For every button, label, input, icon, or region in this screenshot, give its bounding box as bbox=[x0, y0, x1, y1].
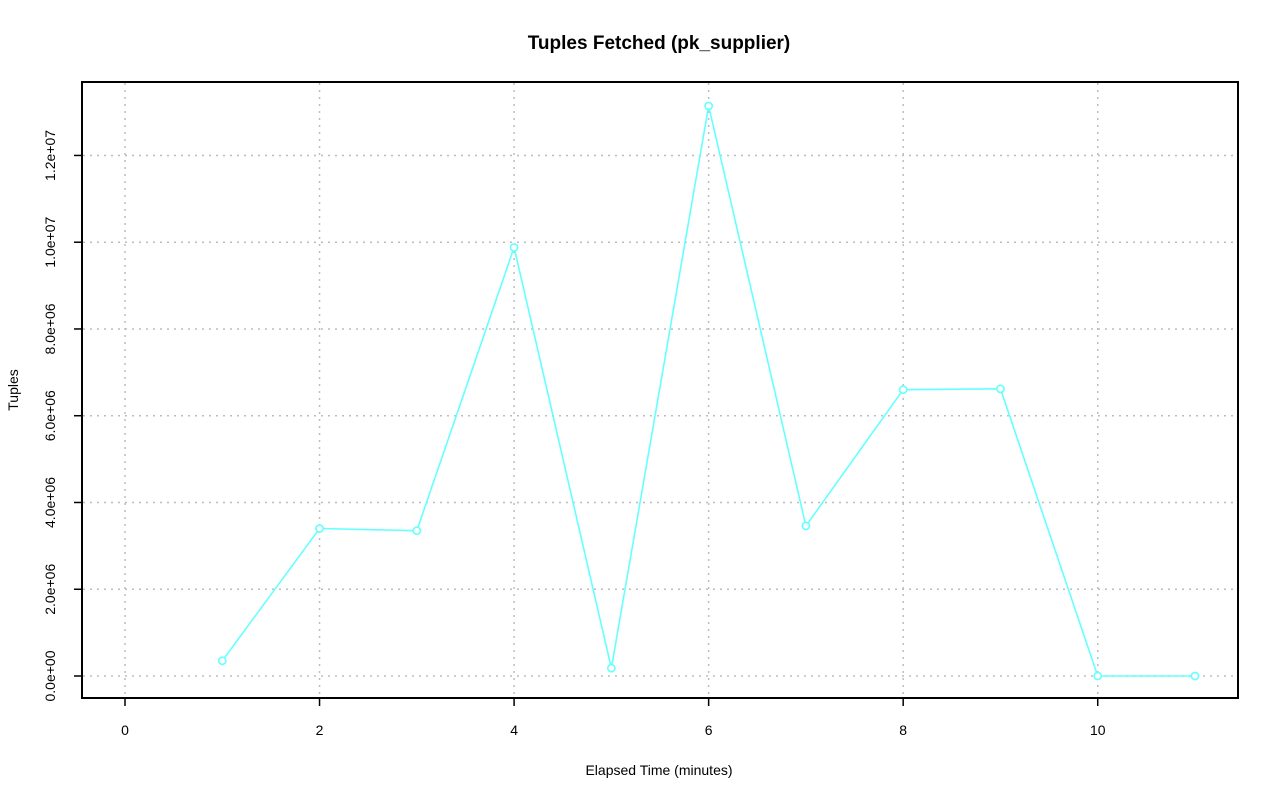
y-axis: 0.0e+00 2.0e+06 4.0e+06 6.0e+06 8.0e+06 1.0e+… bbox=[42, 130, 82, 702]
data-point bbox=[315, 524, 324, 533]
x-tick-label-2: 4 bbox=[510, 722, 518, 738]
y-tick-label-6: 1.2e+07 bbox=[42, 130, 58, 181]
x-tick-label-4: 8 bbox=[899, 722, 907, 738]
y-tick-label-1: 2.0e+06 bbox=[42, 564, 58, 615]
x-axis: 0 2 4 6 8 10 bbox=[121, 698, 1106, 738]
data-point bbox=[996, 384, 1005, 394]
data-point bbox=[1190, 671, 1200, 681]
y-axis-label: Tuples bbox=[5, 369, 21, 411]
plot-frame bbox=[81, 81, 1239, 699]
data-point bbox=[606, 663, 616, 673]
data-point bbox=[1093, 671, 1103, 681]
x-tick-label-1: 2 bbox=[316, 722, 324, 738]
x-tick-label-5: 10 bbox=[1090, 722, 1106, 738]
y-tick-label-5: 1.0e+07 bbox=[42, 217, 58, 268]
y-tick-label-2: 4.0e+06 bbox=[42, 477, 58, 528]
y-tick-label-0: 0.0e+00 bbox=[42, 650, 58, 701]
y-tick-label-3: 6.0e+06 bbox=[42, 390, 58, 441]
grid bbox=[83, 83, 1237, 697]
chart-title: Tuples Fetched (pk_supplier) bbox=[528, 33, 791, 54]
series-layer bbox=[217, 101, 1200, 681]
data-point bbox=[704, 101, 714, 111]
y-tick-label-4: 8.0e+06 bbox=[42, 303, 58, 354]
data-point bbox=[898, 385, 908, 395]
data-point bbox=[217, 656, 227, 666]
x-tick-label-0: 0 bbox=[121, 722, 129, 738]
data-point bbox=[801, 521, 811, 531]
data-point bbox=[509, 243, 519, 252]
data-point bbox=[412, 526, 422, 536]
x-axis-label: Elapsed Time (minutes) bbox=[585, 762, 732, 778]
x-tick-label-3: 6 bbox=[705, 722, 713, 738]
